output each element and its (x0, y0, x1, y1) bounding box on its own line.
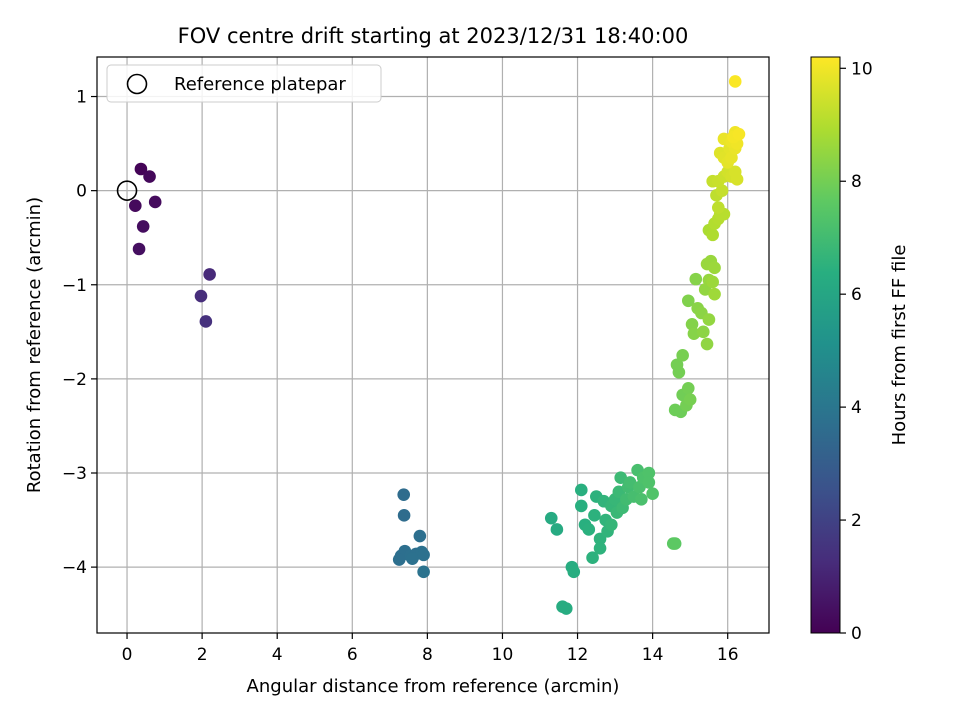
data-point (136, 220, 150, 233)
data-point (132, 242, 146, 256)
x-tick-label: 2 (197, 645, 208, 665)
data-point (623, 476, 637, 489)
chart-title: FOV centre drift starting at 2023/12/31 … (178, 24, 689, 48)
data-point (559, 602, 573, 615)
data-point (642, 466, 656, 480)
data-point (588, 509, 601, 522)
data-point (397, 488, 411, 501)
y-tick-label: 1 (76, 88, 87, 108)
data-point (605, 518, 618, 532)
reference-marker (116, 180, 138, 201)
data-point (593, 541, 607, 555)
data-point (672, 365, 686, 379)
colorbar-tick-label: 4 (851, 398, 862, 418)
x-tick-label: 0 (122, 645, 133, 665)
y-axis-label: Rotation from reference (arcmin) (24, 197, 45, 493)
colorbar: 0 2 4 6 8 10 Hours from first FF file (810, 56, 910, 644)
data-point (668, 537, 682, 550)
data-point (392, 553, 406, 566)
data-point (614, 471, 628, 485)
colorbar-tick-label: 2 (851, 511, 862, 531)
data-point (728, 75, 742, 88)
plot-frame (96, 56, 770, 634)
data-point (194, 289, 208, 303)
y-tick-label: 0 (76, 182, 87, 202)
data-point (685, 317, 699, 331)
data-point (413, 529, 427, 543)
data-point (550, 523, 564, 536)
data-point (567, 565, 581, 579)
data-point (128, 199, 142, 213)
x-axis-label: Angular distance from reference (arcmin) (247, 676, 620, 697)
legend-box (106, 64, 382, 103)
data-point (712, 201, 725, 214)
colorbar-tick-label: 8 (851, 172, 862, 192)
x-axis-ticks: 0 2 4 6 8 10 12 14 16 (122, 633, 739, 665)
data-point (203, 268, 216, 281)
colorbar-tick-label: 0 (851, 624, 862, 644)
data-point (574, 499, 588, 513)
data-point (687, 327, 701, 341)
y-tick-label: −3 (62, 464, 87, 484)
data-point (586, 551, 599, 565)
x-tick-label: 12 (567, 645, 589, 665)
colorbar-gradient (811, 57, 840, 633)
data-point (646, 487, 659, 501)
data-point (681, 294, 695, 308)
x-tick-label: 4 (272, 645, 283, 665)
data-point (544, 511, 558, 525)
data-point (148, 195, 162, 209)
data-point (702, 313, 716, 326)
data-point (635, 493, 648, 506)
data-point (676, 349, 689, 362)
y-tick-label: −4 (62, 558, 87, 578)
data-point (730, 173, 744, 186)
data-point (199, 315, 213, 328)
data-point (417, 548, 430, 562)
data-point (700, 337, 714, 351)
x-tick-label: 6 (347, 645, 358, 665)
data-point (582, 523, 596, 536)
y-tick-label: −1 (62, 276, 87, 296)
data-point (706, 228, 719, 242)
x-tick-label: 10 (492, 645, 514, 665)
legend-marker-reference (126, 73, 148, 95)
data-point (697, 325, 710, 339)
colorbar-frame (810, 56, 841, 634)
data-point (683, 393, 697, 406)
colorbar-tick-label: 10 (851, 59, 873, 79)
x-tick-label: 14 (642, 645, 664, 665)
data-point (417, 565, 430, 579)
legend-label-reference: Reference platepar (174, 74, 346, 95)
data-point (681, 381, 695, 395)
data-point (143, 170, 156, 183)
grid-lines (97, 57, 769, 633)
legend: Reference platepar (106, 64, 382, 103)
y-axis-ticks: 1 0 −1 −2 −3 −4 (62, 88, 97, 578)
data-point (574, 483, 588, 497)
data-point (708, 287, 721, 301)
data-point (397, 509, 411, 522)
data-points (116, 75, 746, 615)
colorbar-label: Hours from first FF file (889, 245, 910, 446)
colorbar-ticks: 0 2 4 6 8 10 (840, 59, 873, 644)
y-tick-label: −2 (62, 370, 87, 390)
colorbar-tick-label: 6 (851, 285, 862, 305)
x-tick-label: 16 (717, 645, 739, 665)
data-point (708, 261, 721, 275)
data-point (406, 552, 419, 565)
data-point (689, 272, 703, 286)
data-point (134, 162, 148, 176)
data-point (642, 476, 656, 489)
data-point (706, 275, 719, 289)
data-point (732, 127, 746, 141)
x-tick-label: 8 (422, 645, 433, 665)
